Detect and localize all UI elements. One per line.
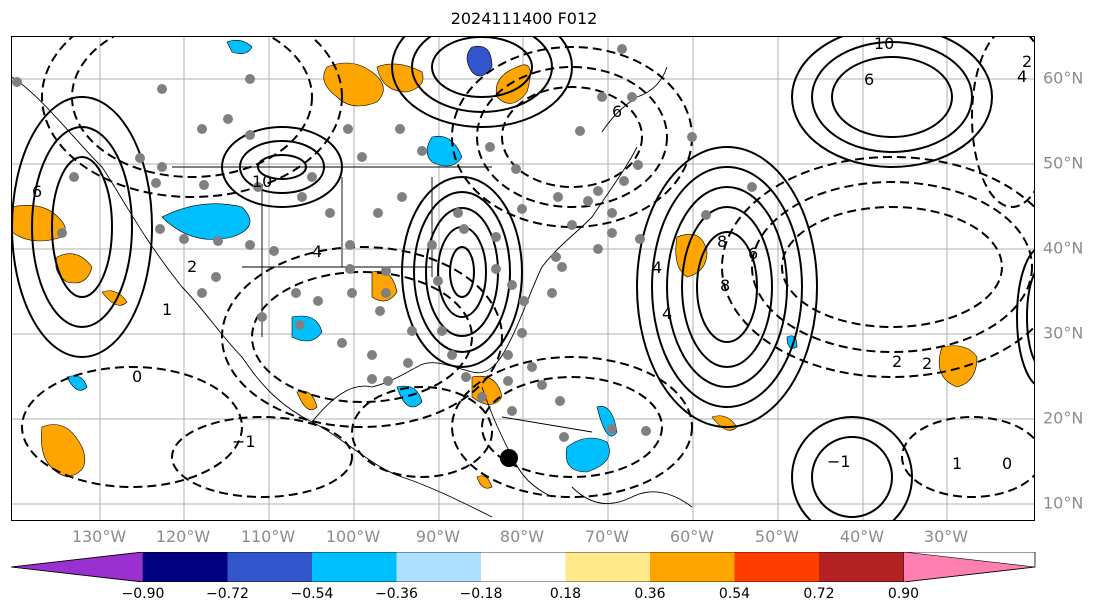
colorbar-tick: −0.18 [459, 586, 503, 602]
shaded-areas [12, 40, 978, 489]
colorbar-tick: 0.36 [634, 586, 666, 602]
contour-label: 10 [874, 37, 894, 53]
graticule [12, 37, 1034, 520]
contour-label: 1 [952, 454, 962, 473]
colorbar-tick: 0.18 [549, 586, 582, 602]
lon-label: 90°W [415, 527, 461, 546]
lat-label: 20°N [1043, 408, 1084, 428]
colorbar-tick: 0.90 [887, 586, 920, 602]
colorbar-tick: 0.54 [718, 586, 751, 602]
colorbar-extend-low [10, 552, 144, 582]
lon-label: 120°W [155, 527, 211, 546]
map-title: 2024111400 F012 [450, 9, 598, 28]
contour-label: 2 [1022, 52, 1032, 71]
contour-label: 6 [32, 182, 42, 201]
map-canvas: 10 6 4 2 1 8 −1 2 4 6 8 10 6 4 2 0 −1 1 … [12, 37, 1034, 520]
lat-label: 60°N [1043, 68, 1084, 88]
colorbar-segment [819, 552, 904, 582]
lat-label: 50°N [1043, 153, 1084, 173]
lon-label: 130°W [71, 527, 127, 546]
map-panel[interactable]: 10 6 4 2 1 8 −1 2 4 6 8 10 6 4 2 0 −1 1 … [11, 36, 1035, 521]
contour-label: 10 [252, 172, 272, 191]
colorbar-segment [312, 552, 397, 582]
colorbar-segment [734, 552, 819, 582]
contour-label: −1 [827, 452, 851, 471]
contour-label: 0 [132, 367, 142, 386]
colorbar-tick: −0.90 [121, 586, 165, 602]
lon-label: 80°W [499, 527, 545, 546]
contour-label: 6 [864, 70, 874, 89]
lon-label: 100°W [325, 527, 381, 546]
contour-label: 2 [922, 354, 932, 373]
colorbar-tick: −0.72 [206, 586, 249, 602]
contour-label: 8 [720, 276, 730, 295]
colorbar-segment [227, 552, 312, 582]
lat-label: 40°N [1043, 238, 1084, 258]
lon-label: 110°W [240, 527, 296, 546]
contour-label: 6 [612, 102, 622, 121]
contour-label: 2 [187, 257, 197, 276]
lat-label: 30°N [1043, 323, 1084, 343]
colorbar-segment [143, 552, 228, 582]
station-dots [12, 44, 757, 442]
contours-negative [21, 37, 1034, 498]
contour-label: 0 [1002, 454, 1012, 473]
colorbar-segment [481, 552, 566, 582]
colorbar-segment [396, 552, 481, 582]
colorbar-tick: −0.36 [375, 586, 418, 602]
lat-label: 10°N [1043, 493, 1084, 513]
contour-label: 4 [662, 304, 672, 323]
lon-label: 40°W [839, 527, 885, 546]
lon-label: 70°W [584, 527, 630, 546]
colorbar-extend-high [903, 552, 1036, 582]
colorbar-tick: 0.72 [803, 586, 835, 602]
colorbar-segment [650, 552, 735, 582]
contour-label: 1 [162, 300, 172, 319]
contour-label: 4 [312, 242, 322, 261]
contour-labels: 10 6 4 2 1 8 −1 2 4 6 8 10 6 4 2 0 −1 1 … [32, 37, 1032, 473]
contours-positive [12, 37, 1034, 520]
colorbar-segment [565, 552, 650, 582]
contour-label: 4 [652, 258, 662, 277]
contour-label: −1 [232, 432, 256, 451]
coastlines [12, 66, 693, 518]
colorbar-tick: −0.54 [290, 586, 334, 602]
lon-label: 60°W [669, 527, 715, 546]
contour-label: 2 [892, 352, 902, 371]
lon-label: 50°W [754, 527, 800, 546]
storm-center-dot[interactable] [500, 449, 518, 467]
colorbar [10, 552, 1036, 582]
contour-label: 4 [1017, 67, 1027, 86]
contour-label: 6 [748, 244, 758, 263]
lon-label: 30°W [923, 527, 969, 546]
contour-label: 8 [717, 232, 727, 251]
